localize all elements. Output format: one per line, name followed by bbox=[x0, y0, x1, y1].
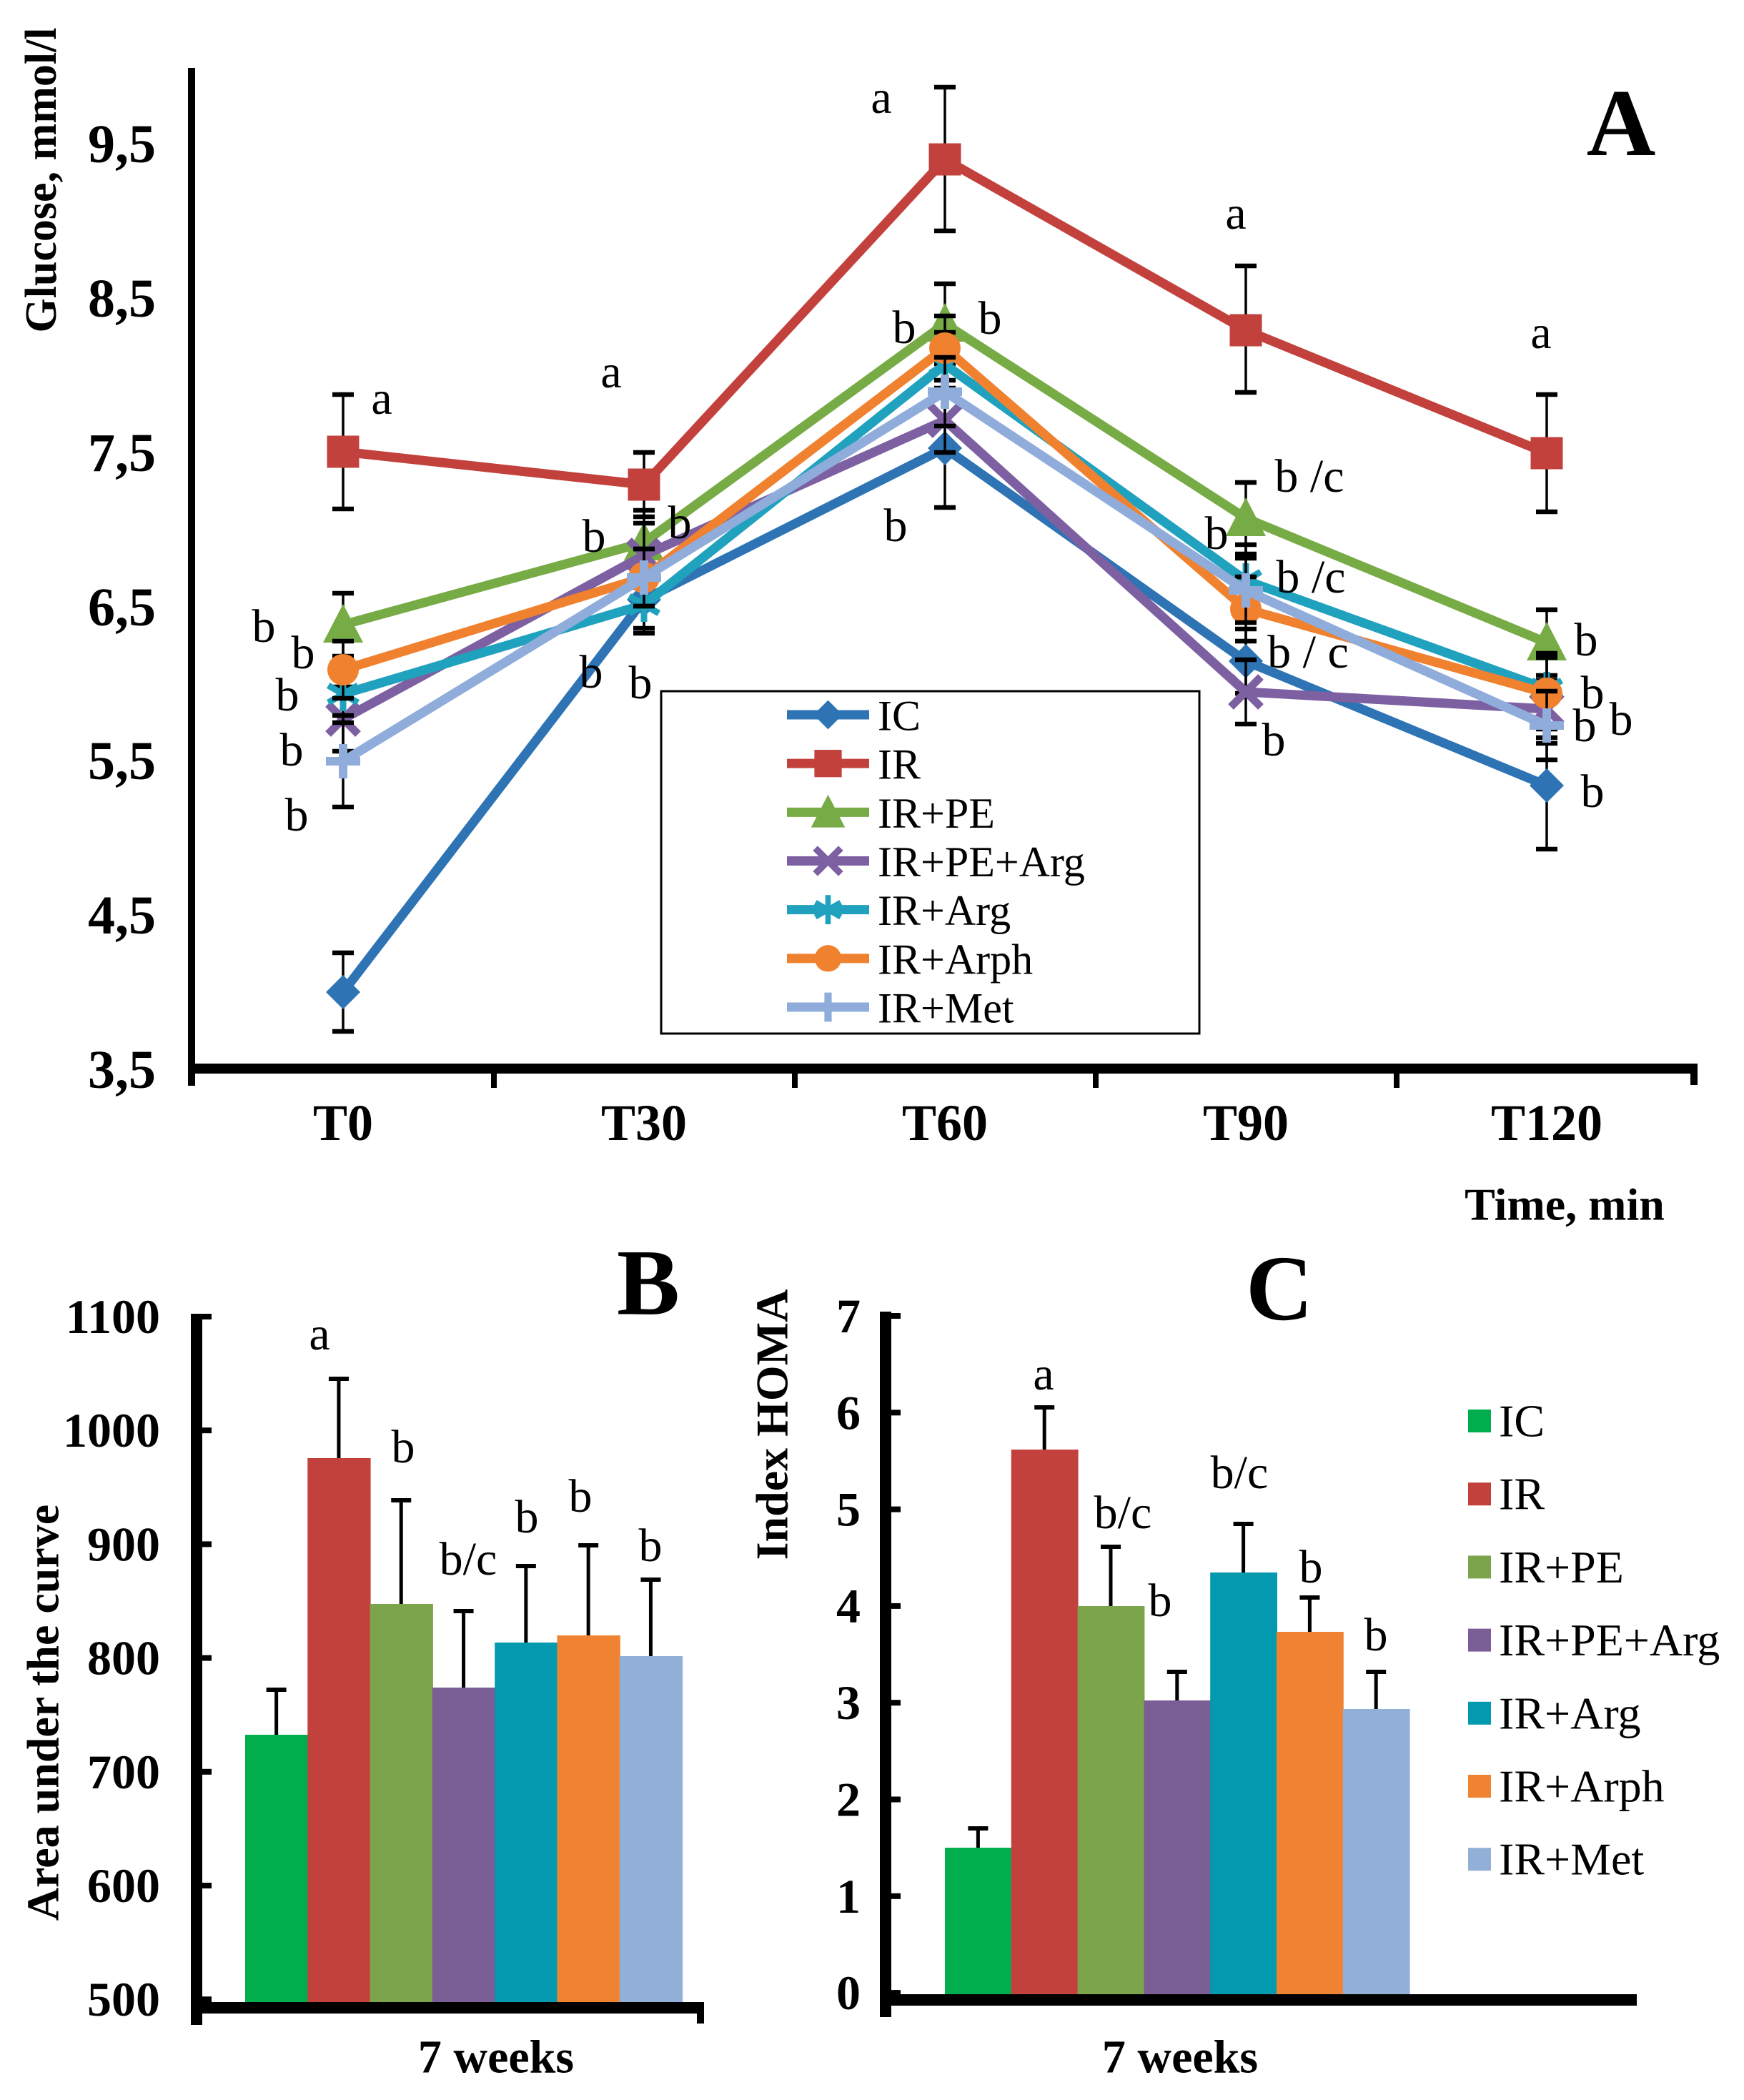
svg-text:T0: T0 bbox=[313, 1094, 373, 1151]
svg-text:7 weeks: 7 weeks bbox=[1102, 2031, 1258, 2084]
svg-text:IC: IC bbox=[1499, 1396, 1545, 1447]
svg-text:8,5: 8,5 bbox=[88, 269, 156, 329]
svg-text:IR+PE+Arg: IR+PE+Arg bbox=[878, 838, 1085, 886]
svg-text:b / c: b / c bbox=[1267, 626, 1349, 678]
svg-text:a: a bbox=[1033, 1348, 1054, 1400]
svg-text:T60: T60 bbox=[902, 1094, 988, 1151]
svg-text:b: b bbox=[1575, 614, 1598, 666]
svg-text:b: b bbox=[515, 1491, 539, 1543]
svg-text:IR+Met: IR+Met bbox=[1499, 1834, 1644, 1885]
svg-text:1000: 1000 bbox=[63, 1403, 160, 1457]
svg-text:b/c: b/c bbox=[1211, 1447, 1269, 1499]
svg-text:9,5: 9,5 bbox=[88, 114, 156, 174]
svg-text:6,5: 6,5 bbox=[88, 578, 156, 638]
svg-text:a: a bbox=[371, 372, 392, 425]
svg-text:Glucose, mmol/l: Glucose, mmol/l bbox=[17, 27, 66, 332]
svg-text:Time, min: Time, min bbox=[1465, 1179, 1665, 1230]
svg-text:Index HOMA: Index HOMA bbox=[747, 1289, 798, 1560]
svg-text:IR: IR bbox=[878, 741, 921, 788]
svg-text:4: 4 bbox=[836, 1579, 861, 1633]
svg-text:b: b bbox=[252, 600, 276, 653]
svg-text:b: b bbox=[1299, 1541, 1323, 1593]
svg-text:b: b bbox=[639, 1520, 663, 1572]
svg-text:b: b bbox=[1262, 714, 1286, 766]
svg-text:5: 5 bbox=[836, 1482, 861, 1537]
svg-text:3: 3 bbox=[836, 1675, 861, 1730]
svg-text:900: 900 bbox=[87, 1517, 160, 1571]
svg-text:7: 7 bbox=[836, 1289, 861, 1343]
svg-text:IC: IC bbox=[878, 693, 921, 740]
svg-text:a: a bbox=[600, 346, 621, 398]
svg-text:4,5: 4,5 bbox=[88, 886, 156, 946]
svg-text:a: a bbox=[1530, 307, 1551, 359]
svg-text:IR+Arg: IR+Arg bbox=[878, 887, 1011, 934]
svg-text:C: C bbox=[1246, 1237, 1313, 1340]
svg-text:IR+Arg: IR+Arg bbox=[1499, 1688, 1640, 1738]
svg-text:b: b bbox=[978, 292, 1002, 345]
svg-text:b: b bbox=[280, 724, 304, 776]
svg-text:IR+PE+Arg: IR+PE+Arg bbox=[1499, 1615, 1720, 1665]
svg-text:T30: T30 bbox=[601, 1094, 687, 1151]
svg-text:IR+PE: IR+PE bbox=[878, 790, 995, 837]
svg-text:b: b bbox=[884, 500, 908, 552]
svg-text:3,5: 3,5 bbox=[88, 1040, 156, 1100]
svg-text:a: a bbox=[1225, 187, 1246, 239]
svg-text:b/c: b/c bbox=[1094, 1487, 1152, 1539]
svg-text:b: b bbox=[893, 302, 916, 354]
svg-text:7 weeks: 7 weeks bbox=[418, 2031, 574, 2084]
svg-text:b: b bbox=[276, 669, 299, 721]
svg-text:b: b bbox=[580, 646, 603, 698]
svg-text:7,5: 7,5 bbox=[88, 423, 156, 483]
svg-text:6: 6 bbox=[836, 1385, 861, 1440]
svg-text:Area under the curve: Area under the curve bbox=[18, 1505, 69, 1921]
svg-text:b: b bbox=[1573, 700, 1597, 752]
svg-text:IR+PE: IR+PE bbox=[1499, 1542, 1624, 1593]
svg-text:b: b bbox=[1364, 1609, 1388, 1661]
svg-text:500: 500 bbox=[87, 1972, 160, 2026]
svg-text:T90: T90 bbox=[1203, 1094, 1289, 1151]
svg-text:b: b bbox=[1610, 693, 1633, 746]
svg-text:b: b bbox=[1581, 667, 1605, 719]
svg-text:b: b bbox=[668, 497, 692, 549]
svg-text:b/c: b/c bbox=[440, 1533, 497, 1585]
svg-text:0: 0 bbox=[836, 1966, 861, 2020]
svg-text:b: b bbox=[1149, 1575, 1172, 1627]
svg-text:B: B bbox=[617, 1230, 680, 1335]
svg-text:b: b bbox=[629, 657, 653, 709]
svg-text:b: b bbox=[292, 627, 315, 679]
svg-text:b /c: b /c bbox=[1276, 551, 1345, 603]
svg-text:b: b bbox=[569, 1470, 593, 1522]
svg-text:a: a bbox=[871, 71, 891, 124]
svg-text:800: 800 bbox=[87, 1631, 160, 1685]
svg-text:1100: 1100 bbox=[66, 1289, 160, 1344]
svg-text:b: b bbox=[1581, 766, 1605, 818]
svg-text:5,5: 5,5 bbox=[88, 731, 156, 791]
svg-text:b: b bbox=[1205, 507, 1229, 560]
svg-text:T120: T120 bbox=[1491, 1094, 1602, 1151]
svg-text:b: b bbox=[583, 510, 606, 563]
svg-text:IR: IR bbox=[1499, 1469, 1545, 1520]
svg-text:2: 2 bbox=[836, 1773, 861, 1827]
svg-text:600: 600 bbox=[87, 1858, 160, 1913]
svg-text:A: A bbox=[1587, 70, 1656, 176]
svg-text:IR+Arph: IR+Arph bbox=[878, 936, 1033, 983]
svg-text:b: b bbox=[285, 789, 309, 841]
svg-text:b /c: b /c bbox=[1274, 450, 1344, 502]
svg-text:b: b bbox=[392, 1421, 415, 1473]
svg-text:700: 700 bbox=[87, 1745, 160, 1799]
svg-text:a: a bbox=[309, 1308, 330, 1360]
svg-text:IR+Met: IR+Met bbox=[878, 985, 1014, 1032]
svg-text:1: 1 bbox=[836, 1869, 861, 1923]
svg-text:IR+Arph: IR+Arph bbox=[1499, 1761, 1665, 1812]
